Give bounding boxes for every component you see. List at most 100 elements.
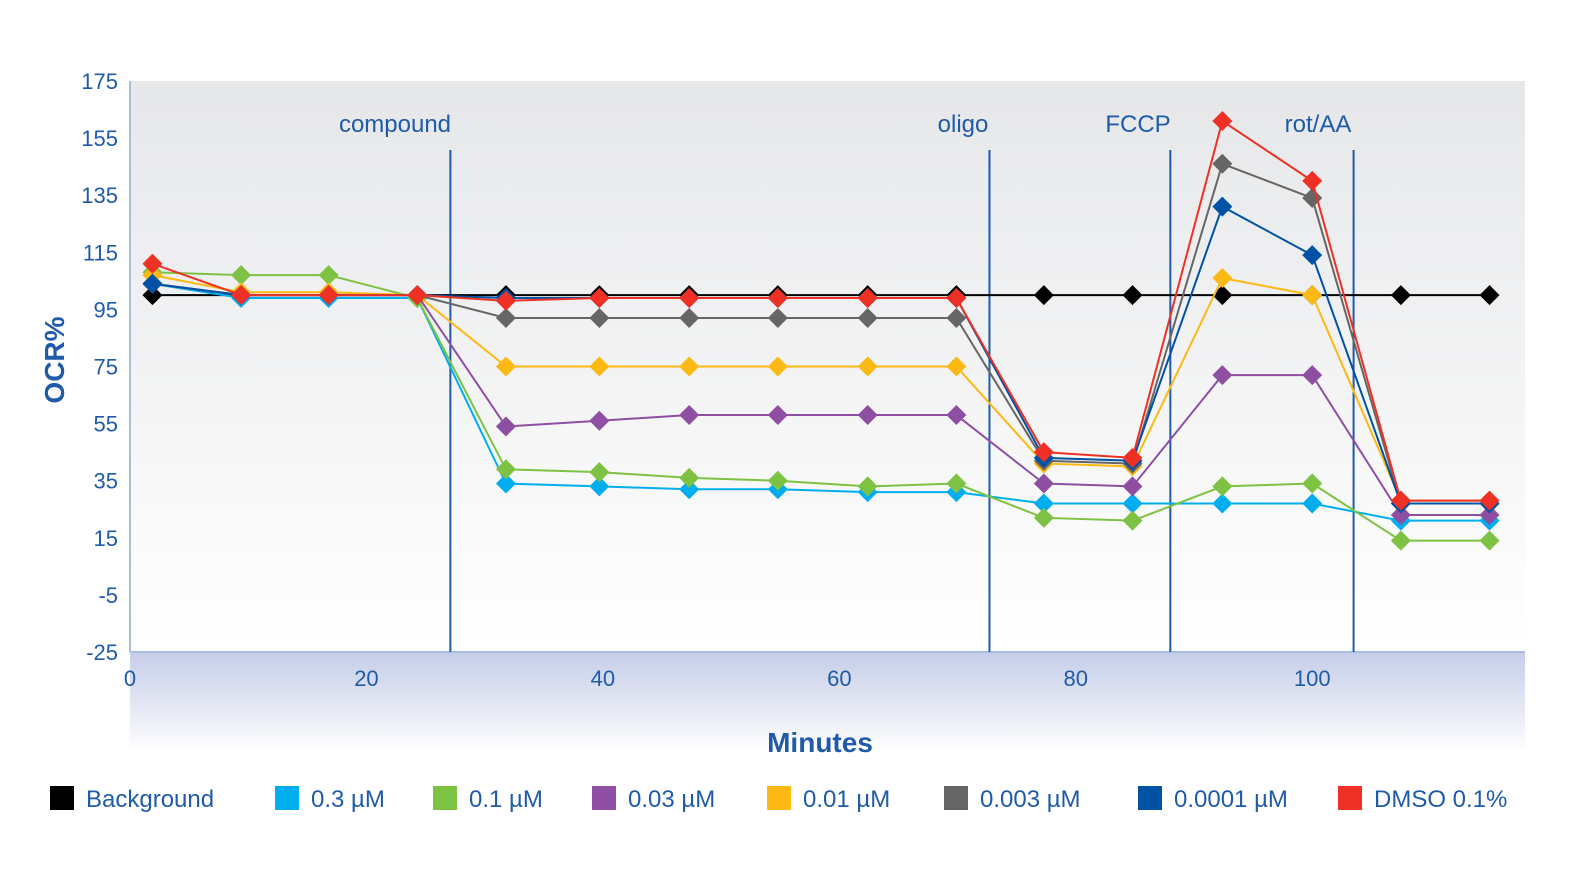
x-tick-label: 20: [354, 666, 378, 691]
data-point: [1302, 473, 1323, 494]
y-tick-label: 75: [94, 355, 118, 380]
legend-item: 0.03 µM: [592, 786, 715, 813]
data-point: [857, 476, 878, 497]
injection-label: compound: [339, 111, 451, 138]
data-point: [679, 467, 700, 488]
data-point: [767, 307, 788, 328]
data-point: [589, 307, 610, 328]
data-point: [1479, 285, 1500, 306]
data-point: [857, 307, 878, 328]
legend-label: 0.01 µM: [803, 786, 890, 813]
data-point: [946, 307, 967, 328]
data-point: [1122, 285, 1143, 306]
data-point: [1212, 110, 1233, 131]
y-tick-label: 95: [94, 297, 118, 322]
data-point: [495, 416, 516, 437]
data-point: [495, 473, 516, 494]
data-point: [1212, 153, 1233, 174]
legend-swatch: [433, 786, 457, 810]
legend-label: 0.003 µM: [980, 786, 1081, 813]
y-tick-label: 35: [94, 469, 118, 494]
y-tick-label: -5: [98, 583, 118, 608]
data-point: [946, 356, 967, 377]
legend-label: 0.03 µM: [628, 786, 715, 813]
data-point: [407, 285, 428, 306]
legend-swatch: [944, 786, 968, 810]
data-point: [946, 287, 967, 308]
legend-item: 0.0001 µM: [1138, 786, 1288, 813]
x-tick-label: 0: [124, 666, 136, 691]
legend-item: 0.1 µM: [433, 786, 543, 813]
series-line: [152, 271, 1490, 542]
data-point: [1302, 365, 1323, 386]
x-tick-label: 40: [591, 666, 615, 691]
data-point: [1122, 493, 1143, 514]
data-point: [767, 356, 788, 377]
series-line: [152, 282, 1490, 522]
data-point: [318, 285, 339, 306]
legend-item: Background: [50, 786, 214, 813]
legend-label: 0.1 µM: [469, 786, 543, 813]
legend-swatch: [1138, 786, 1162, 810]
data-point: [1479, 504, 1500, 525]
data-point: [589, 410, 610, 431]
data-point: [857, 287, 878, 308]
series-line: [152, 274, 1490, 502]
data-point: [1302, 493, 1323, 514]
legend-swatch: [592, 786, 616, 810]
series-line: [152, 119, 1490, 502]
data-point: [1302, 188, 1323, 209]
data-point: [495, 459, 516, 480]
y-tick-label: 15: [94, 526, 118, 551]
legend: Background 0.3 µM 0.1 µM 0.03 µM 0.01 µM 0.00…: [50, 786, 1507, 813]
data-point: [1122, 447, 1143, 468]
data-point: [857, 356, 878, 377]
legend-label: DMSO 0.1%: [1374, 786, 1507, 813]
legend-swatch: [1338, 786, 1362, 810]
data-point: [495, 356, 516, 377]
data-point: [1212, 476, 1233, 497]
data-point: [946, 473, 967, 494]
x-axis-title: Minutes: [767, 727, 873, 758]
data-point: [1212, 365, 1233, 386]
data-point: [1122, 476, 1143, 497]
data-point: [142, 273, 163, 294]
data-point: [142, 253, 163, 274]
data-point: [1212, 267, 1233, 288]
data-point: [1033, 442, 1054, 463]
data-point: [142, 285, 163, 306]
data-point: [1302, 245, 1323, 266]
data-point: [589, 476, 610, 497]
legend-swatch: [50, 786, 74, 810]
injection-label: oligo: [938, 111, 989, 138]
y-tick-label: -25: [86, 640, 118, 665]
data-point: [589, 287, 610, 308]
data-point: [679, 405, 700, 426]
data-point: [589, 462, 610, 483]
data-point: [1033, 473, 1054, 494]
x-tick-label: 80: [1064, 666, 1088, 691]
y-axis-title: OCR%: [39, 316, 70, 403]
series-0-1-m: [142, 262, 1500, 551]
series-dmso-0-1-: [142, 110, 1500, 511]
legend-swatch: [275, 786, 299, 810]
data-point: [1212, 196, 1233, 217]
data-point: [1033, 493, 1054, 514]
data-point: [946, 405, 967, 426]
data-point: [1390, 530, 1411, 551]
data-point: [231, 265, 252, 286]
data-point: [1122, 510, 1143, 531]
data-point: [857, 405, 878, 426]
data-point: [767, 405, 788, 426]
data-point: [679, 479, 700, 500]
y-tick-label: 155: [81, 126, 118, 151]
data-point: [679, 307, 700, 328]
x-tick-label: 60: [827, 666, 851, 691]
data-point: [318, 265, 339, 286]
data-point: [1302, 285, 1323, 306]
x-axis-band: [130, 652, 1525, 752]
data-point: [767, 470, 788, 491]
data-point: [589, 356, 610, 377]
data-point: [767, 287, 788, 308]
